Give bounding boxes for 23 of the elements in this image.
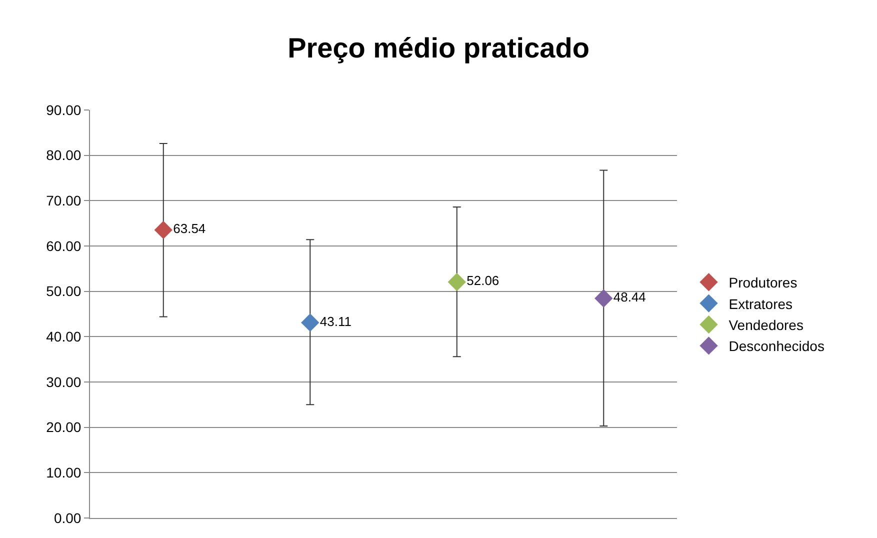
y-tick-label: 20.00 — [46, 419, 82, 436]
y-tick-label: 0.00 — [54, 510, 82, 526]
point — [448, 272, 466, 292]
y-tick-label: 60.00 — [46, 238, 82, 254]
data-label: 48.44 — [613, 290, 646, 305]
data-label: 43.11 — [320, 314, 352, 329]
legend-label: Extratores — [728, 296, 793, 312]
data-label: 63.54 — [173, 221, 206, 236]
chart-title: Preço médio praticado — [288, 32, 590, 64]
point — [301, 313, 320, 332]
legend-label: Desconhecidos — [728, 338, 824, 354]
data-label: 52.06 — [466, 273, 500, 288]
legend-label: Vendedores — [728, 316, 804, 333]
point — [154, 220, 172, 240]
y-tick-label: 90.00 — [46, 102, 82, 118]
legend-label: Produtores — [728, 274, 798, 291]
y-tick-label: 50.00 — [46, 283, 82, 300]
y-tick-label: 80.00 — [46, 147, 82, 164]
y-tick-label: 30.00 — [46, 374, 82, 390]
point — [594, 289, 613, 308]
y-tick-label: 40.00 — [46, 328, 82, 345]
y-tick-label: 10.00 — [46, 464, 82, 481]
y-tick-label: 70.00 — [46, 192, 82, 209]
